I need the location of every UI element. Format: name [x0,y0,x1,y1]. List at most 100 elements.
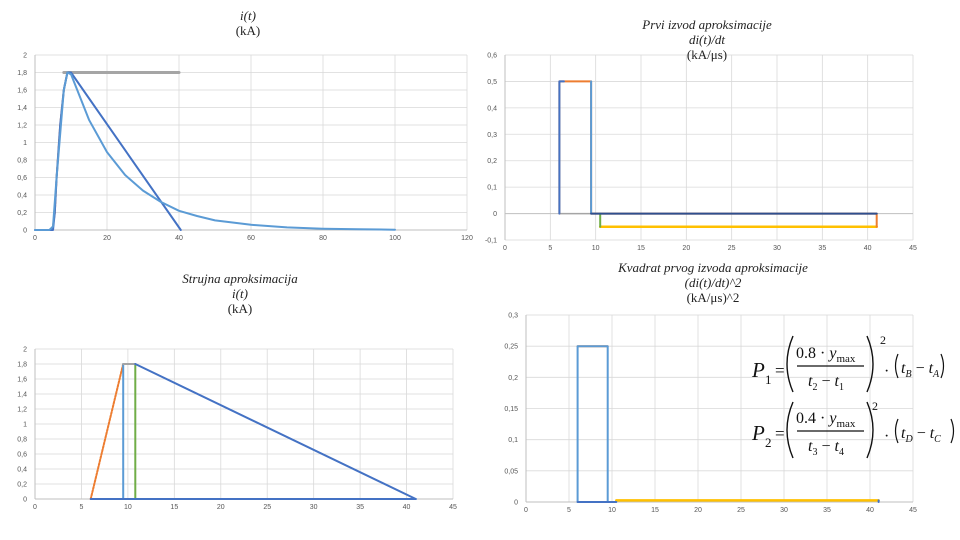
chart-title-line: (di(t)/dt)^2 [685,275,742,290]
chart-title-line: (kA) [236,23,261,38]
y-tick-label: 0,4 [17,467,27,474]
x-tick-label: 35 [818,245,826,252]
y-tick-label: 1,4 [17,105,27,112]
x-tick-label: 0 [33,504,37,511]
series-line-4 [34,71,396,231]
y-tick-label: 1,2 [17,123,27,130]
svg-text:0.8 · ymax: 0.8 · ymax [796,345,856,365]
chart-title-line: i(t) [240,8,256,23]
x-tick-label: 40 [866,507,874,514]
chart-title-line: i(t) [232,286,248,301]
y-tick-label: 0,2 [17,210,27,217]
svg-text:t3 − t4: t3 − t4 [808,438,844,458]
series-line-1 [89,363,125,500]
series-line-3 [558,80,878,228]
x-tick-label: 10 [592,245,600,252]
x-tick-label: 60 [247,235,255,242]
x-tick-label: 25 [728,245,736,252]
svg-text:P: P [751,421,765,445]
chart-title-line: Kvadrat prvog izvoda aproksimacije [617,260,808,275]
y-tick-label: 0,6 [17,175,27,182]
series-line-3 [576,345,609,503]
y-tick-label: 0,2 [508,375,518,382]
x-tick-label: 30 [773,245,781,252]
x-tick-label: 30 [310,504,318,511]
x-tick-label: 20 [682,245,690,252]
series-line-3 [34,71,182,231]
y-tick-label: 1,8 [17,362,27,369]
y-tick-label: 0,3 [487,132,497,139]
y-tick-label: 1,6 [17,88,27,95]
x-tick-label: 20 [217,504,225,511]
x-tick-label: 120 [461,235,473,242]
y-tick-label: 0 [514,500,518,507]
y-tick-label: 0,4 [17,193,27,200]
x-tick-label: 100 [389,235,401,242]
y-tick-label: 0,8 [17,437,27,444]
y-tick-label: 0,6 [487,53,497,60]
x-tick-label: 45 [909,507,917,514]
y-tick-label: 1,8 [17,70,27,77]
chart-title-line: Strujna aproksimacija [182,271,298,286]
chart-title-line: (kA/μs)^2 [687,290,740,305]
y-tick-label: 1 [23,422,27,429]
y-tick-label: 0,25 [504,344,518,351]
y-tick-label: 0 [23,228,27,235]
x-tick-label: 15 [637,245,645,252]
x-tick-label: 15 [651,507,659,514]
svg-text:·: · [884,363,889,380]
x-tick-label: 10 [608,507,616,514]
svg-text:2: 2 [880,333,886,347]
y-tick-label: 0,2 [17,482,27,489]
y-tick-label: 0 [493,211,497,218]
y-tick-label: -0,1 [485,238,497,245]
y-tick-label: 0,2 [487,158,497,165]
series-line-5 [558,80,565,215]
series-line-2 [122,363,129,500]
svg-text:2: 2 [765,435,772,450]
svg-text:2: 2 [872,399,878,413]
x-tick-label: 40 [175,235,183,242]
y-tick-label: 2 [23,347,27,354]
x-tick-label: 5 [567,507,571,514]
x-tick-label: 45 [909,245,917,252]
x-tick-label: 40 [864,245,872,252]
svg-text:·: · [884,428,889,445]
x-tick-label: 10 [124,504,132,511]
svg-text:1: 1 [765,372,772,387]
svg-text:=: = [775,424,785,443]
chart-title-line: di(t)/dt [689,32,725,47]
y-tick-label: 2 [23,53,27,60]
x-tick-label: 5 [79,504,83,511]
x-tick-label: 35 [356,504,364,511]
y-tick-label: 0,15 [504,406,518,413]
y-tick-label: 0,8 [17,158,27,165]
y-tick-label: 0,4 [487,105,497,112]
formula-p2: P 2 = 0.4 · ymax t3 − t4 2 · tD − tC [751,399,955,459]
series-line-6 [134,363,417,500]
svg-text:P: P [751,358,765,382]
y-tick-label: 1 [23,140,27,147]
x-tick-label: 0 [503,245,507,252]
x-tick-label: 80 [319,235,327,242]
y-tick-label: 0,1 [508,437,518,444]
x-tick-label: 25 [263,504,271,511]
svg-text:0.4 · ymax: 0.4 · ymax [796,410,856,430]
chart-title-line: (kA/μs) [687,47,727,62]
x-tick-label: 40 [403,504,411,511]
x-tick-label: 25 [737,507,745,514]
y-tick-label: 0,3 [508,313,518,320]
y-tick-label: 0,05 [504,468,518,475]
chart-title-line: (kA) [228,301,253,316]
y-tick-label: 1,4 [17,392,27,399]
chart-current-triangle-approximation: 00,20,40,60,811,21,41,61,820 5 10 15 20 25 30 3… [17,271,457,511]
y-tick-label: 0 [23,497,27,504]
y-tick-label: 0,6 [17,452,27,459]
x-tick-label: 5 [548,245,552,252]
x-tick-label: 20 [694,507,702,514]
chart-title-line: Prvi izvod aproksimacije [641,17,772,32]
x-tick-label: 30 [780,507,788,514]
x-tick-label: 35 [823,507,831,514]
x-tick-label: 45 [449,504,457,511]
